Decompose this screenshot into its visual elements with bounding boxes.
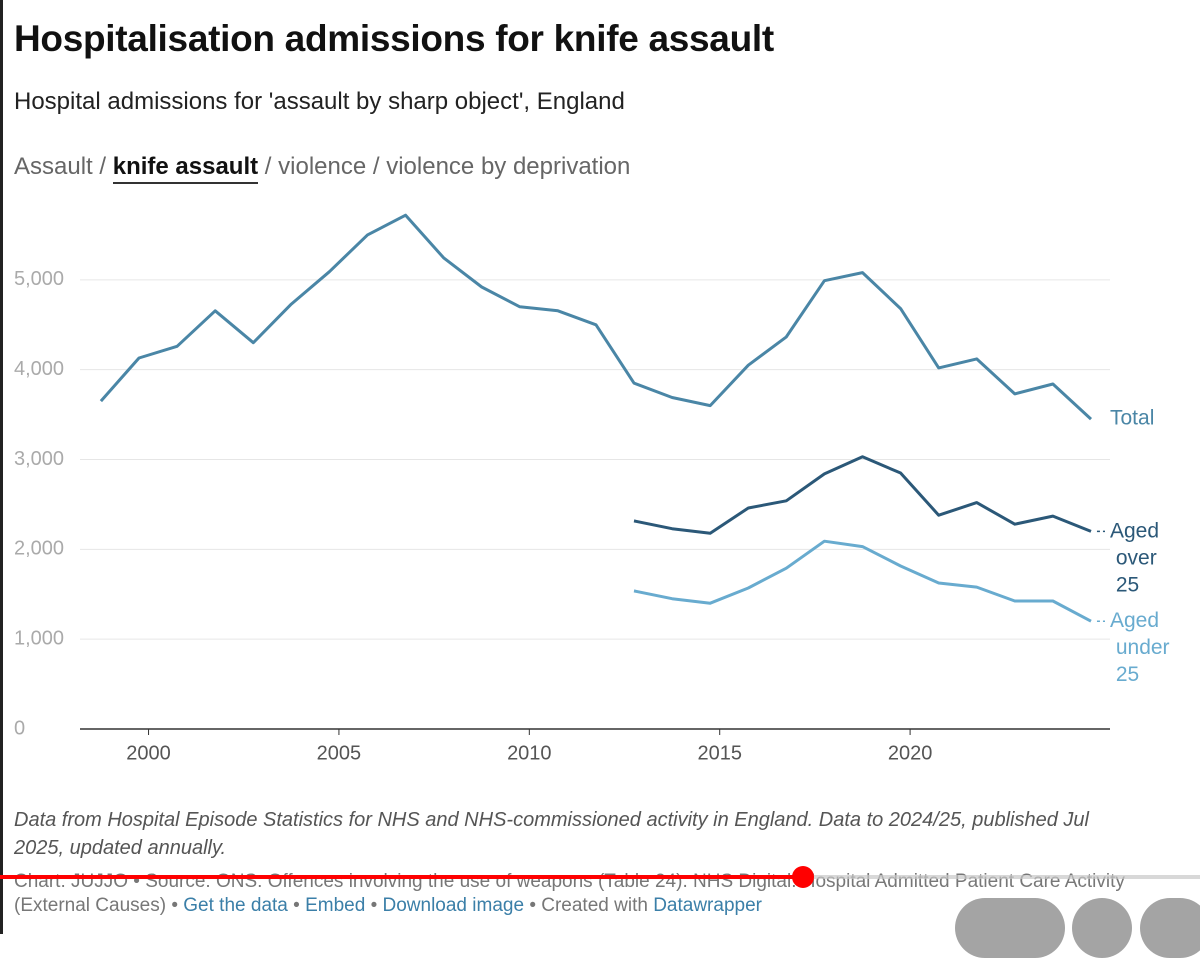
series-label: Aged over 25 <box>1110 519 1159 596</box>
nav-tab[interactable]: violence by deprivation <box>386 153 631 180</box>
chart-title: Hospitalisation admissions for knife ass… <box>14 18 774 59</box>
x-tick-label: 2010 <box>507 742 552 764</box>
x-tick-label: 2015 <box>697 742 742 764</box>
progress-handle[interactable] <box>792 866 814 888</box>
x-tick-label: 2005 <box>317 742 362 764</box>
bullet: • <box>529 895 536 916</box>
nav-tab[interactable]: Assault <box>14 153 93 180</box>
nav-separator: / <box>99 153 107 180</box>
y-tick-label: 0 <box>14 717 25 739</box>
x-tick-label: 2020 <box>888 742 933 764</box>
nav-tab[interactable]: violence <box>278 153 367 180</box>
nav-separator: / <box>372 153 380 180</box>
y-tick-label: 2,000 <box>14 538 64 560</box>
y-tick-label: 1,000 <box>14 627 64 649</box>
series-line <box>633 539 1092 623</box>
nav-separator: / <box>264 153 272 180</box>
bullet: • <box>370 895 378 916</box>
frame-edge <box>0 0 3 934</box>
series-line <box>633 455 1092 535</box>
notes: Data from Hospital Episode Statistics fo… <box>14 809 1089 859</box>
footer-link[interactable]: Embed <box>305 895 366 916</box>
series-label: Total <box>1110 407 1154 430</box>
x-tick-label: 2000 <box>126 742 171 764</box>
nav-tab[interactable]: knife assault <box>112 153 259 184</box>
footer-link[interactable]: Get the data <box>183 895 288 916</box>
y-tick-label: 5,000 <box>14 268 64 290</box>
chart-subtitle: Hospital admissions for 'assault by shar… <box>14 88 625 115</box>
pause-button[interactable] <box>955 898 1065 958</box>
captions-button[interactable] <box>1072 898 1132 958</box>
chart: 0 1,000 2,000 3,000 4,000 5,000 2000 2005 2010 20… <box>14 213 1170 764</box>
y-tick-label: 4,000 <box>14 358 64 380</box>
tab-nav: Assault / knife assault / violence / vio… <box>14 153 631 184</box>
bullet: • <box>293 895 300 916</box>
settings-button[interactable] <box>1140 898 1200 958</box>
y-tick-label: 3,000 <box>14 448 64 470</box>
progress-fill <box>0 875 802 879</box>
footer-link[interactable]: Download image <box>382 895 525 916</box>
series-line <box>99 213 1093 421</box>
video-progress[interactable] <box>0 866 1200 888</box>
series-label: Aged under 25 <box>1110 609 1170 686</box>
credit-link[interactable]: Datawrapper <box>653 895 762 916</box>
bullet: • <box>171 895 178 916</box>
credit: Created with <box>541 895 648 916</box>
